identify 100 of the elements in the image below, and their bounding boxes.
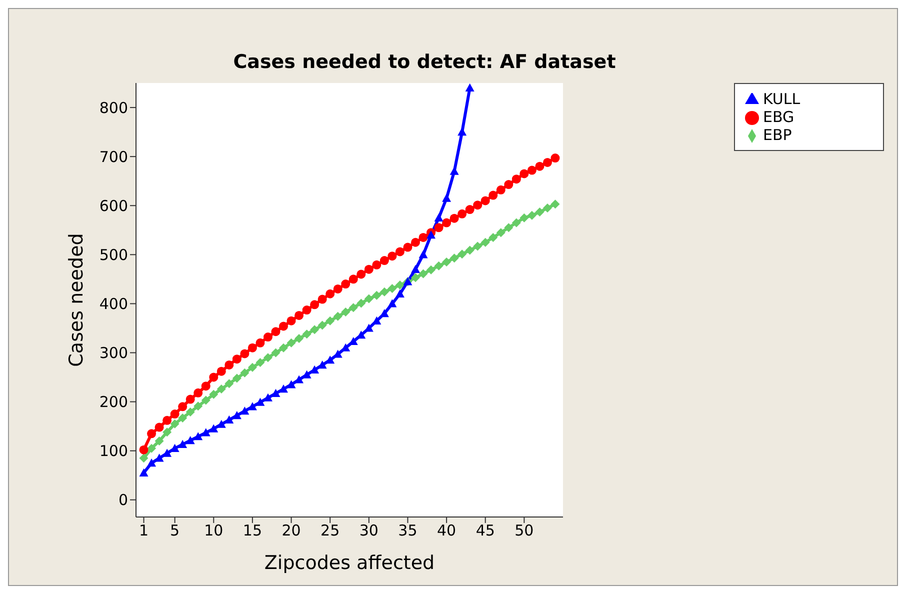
point bbox=[248, 402, 257, 410]
point bbox=[209, 372, 218, 382]
point bbox=[504, 180, 514, 190]
point bbox=[248, 343, 257, 352]
point bbox=[162, 416, 172, 425]
point bbox=[380, 256, 389, 266]
point bbox=[147, 458, 156, 467]
point bbox=[201, 396, 210, 405]
y-axis-title: Cases needed bbox=[66, 233, 88, 367]
point bbox=[458, 250, 467, 259]
point bbox=[480, 196, 490, 206]
point bbox=[542, 204, 552, 213]
point bbox=[154, 422, 164, 432]
point bbox=[473, 242, 482, 251]
point bbox=[147, 429, 156, 438]
point bbox=[232, 410, 242, 420]
point bbox=[333, 284, 342, 294]
point bbox=[520, 169, 529, 178]
point bbox=[395, 247, 404, 256]
point bbox=[434, 223, 444, 232]
point bbox=[201, 382, 210, 391]
point bbox=[178, 413, 188, 422]
point bbox=[186, 436, 195, 444]
point bbox=[279, 384, 288, 393]
point bbox=[326, 289, 335, 298]
point bbox=[240, 406, 250, 415]
point bbox=[512, 218, 521, 228]
point bbox=[279, 343, 288, 352]
legend-label: EBP bbox=[763, 126, 792, 144]
point bbox=[310, 300, 320, 310]
point bbox=[224, 360, 234, 370]
point bbox=[341, 280, 350, 289]
point bbox=[434, 213, 444, 222]
point bbox=[224, 379, 234, 388]
chart-title: Cases needed to detect: AF dataset bbox=[232, 51, 617, 73]
point bbox=[232, 354, 242, 364]
point bbox=[473, 200, 482, 210]
point bbox=[194, 402, 203, 411]
point bbox=[240, 368, 250, 378]
point bbox=[542, 158, 552, 167]
legend-label: KULL bbox=[763, 90, 800, 108]
point bbox=[154, 436, 164, 446]
point bbox=[410, 264, 420, 273]
point bbox=[162, 428, 172, 437]
point bbox=[442, 218, 452, 228]
point bbox=[271, 327, 280, 336]
point bbox=[364, 264, 374, 274]
point bbox=[450, 254, 459, 263]
y-tick-label: 500 bbox=[99, 246, 128, 264]
point bbox=[170, 419, 180, 428]
point bbox=[263, 353, 272, 362]
point bbox=[442, 257, 452, 266]
point bbox=[520, 213, 529, 222]
point bbox=[256, 358, 265, 368]
point bbox=[418, 250, 428, 258]
point bbox=[442, 194, 452, 202]
point bbox=[380, 287, 389, 296]
point bbox=[504, 223, 514, 232]
x-tick-label: 45 bbox=[476, 522, 495, 540]
point bbox=[458, 128, 467, 136]
point bbox=[248, 362, 257, 372]
point bbox=[550, 154, 560, 163]
point bbox=[271, 348, 280, 358]
point bbox=[426, 230, 436, 239]
x-tick-label: 15 bbox=[242, 522, 262, 540]
point bbox=[527, 166, 536, 175]
point bbox=[512, 174, 521, 184]
point bbox=[310, 325, 320, 334]
point bbox=[326, 356, 335, 364]
point bbox=[139, 454, 148, 463]
point bbox=[372, 290, 382, 300]
point bbox=[302, 330, 312, 339]
x-tick-label: 30 bbox=[359, 522, 378, 540]
point bbox=[527, 210, 536, 220]
point bbox=[410, 238, 420, 247]
point bbox=[418, 269, 428, 278]
point bbox=[178, 440, 188, 448]
y-tick-label: 800 bbox=[99, 98, 128, 117]
point bbox=[326, 316, 335, 326]
y-tick-label: 0 bbox=[118, 491, 128, 510]
x-tick-label: 10 bbox=[204, 522, 224, 540]
point bbox=[388, 252, 397, 261]
point bbox=[480, 238, 490, 247]
point bbox=[170, 410, 180, 419]
point bbox=[348, 303, 358, 312]
point bbox=[147, 444, 156, 453]
point bbox=[388, 299, 397, 308]
point bbox=[286, 338, 296, 348]
point bbox=[209, 424, 218, 432]
point bbox=[418, 232, 428, 242]
point bbox=[279, 322, 288, 331]
point bbox=[465, 83, 474, 92]
point bbox=[256, 338, 265, 348]
point bbox=[465, 246, 474, 255]
point bbox=[294, 334, 304, 343]
point bbox=[194, 432, 203, 440]
y-tick-label: 300 bbox=[99, 344, 128, 362]
point bbox=[294, 310, 304, 320]
point bbox=[194, 388, 203, 398]
point bbox=[496, 185, 506, 194]
